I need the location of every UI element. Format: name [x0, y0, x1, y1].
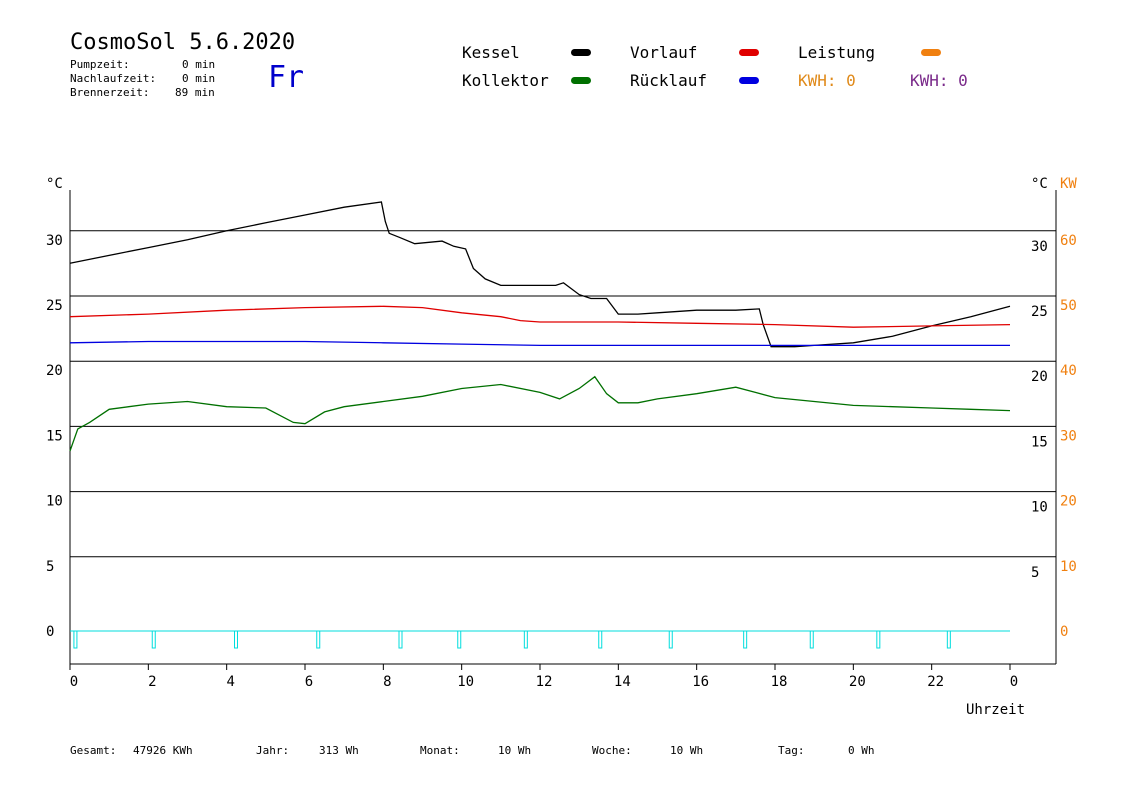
y-tick-kw-10: 10	[1060, 559, 1077, 575]
y-tick-right-30: 30	[1031, 239, 1048, 255]
stat-pumpzeit-value: 0 min	[182, 58, 216, 71]
legend-vorlauf-swatch	[739, 49, 759, 56]
series-line-rcklauf	[69, 340, 1010, 347]
stat-nachlaufzeit-label: Nachlaufzeit:	[70, 72, 157, 85]
footer-gesamt-value: 47926 KWh	[133, 744, 193, 757]
legend-leistung-swatch	[921, 49, 941, 56]
legend-leistung-label: Leistung	[798, 43, 876, 62]
pump-marker-10	[809, 630, 814, 649]
x-axis-label: Uhrzeit	[966, 702, 1025, 718]
y-unit-kw: KW	[1060, 176, 1077, 192]
legend-ruecklauf-label: Rücklauf	[630, 71, 708, 90]
stat-brennerzeit-value: 89 min	[175, 86, 215, 99]
y-tick-kw-40: 40	[1060, 363, 1077, 379]
series-line-kollektor	[69, 375, 1011, 452]
pump-marker-8	[668, 630, 673, 649]
x-tick-4: 8	[383, 674, 391, 690]
footer-woche-label: Woche:	[592, 744, 632, 757]
y-tick-left-20: 20	[46, 363, 63, 379]
x-tick-6: 12	[536, 674, 553, 690]
footer-monat-value: 10 Wh	[498, 744, 532, 757]
pump-marker-12	[946, 630, 951, 649]
y-unit-right: °C	[1031, 176, 1048, 192]
pump-marker-0	[73, 630, 78, 649]
x-tick-1: 2	[148, 674, 156, 690]
stat-nachlaufzeit-value: 0 min	[182, 72, 216, 85]
legend-vorlauf-label: Vorlauf	[630, 43, 698, 62]
y-tick-left-25: 25	[46, 298, 63, 314]
pump-marker-5	[457, 630, 462, 649]
x-tick-0: 0	[70, 674, 78, 690]
y-tick-left-30: 30	[46, 233, 63, 249]
pump-marker-7	[598, 630, 603, 649]
stat-brennerzeit-label: Brennerzeit:	[70, 86, 150, 99]
footer-tag-label: Tag:	[778, 744, 805, 757]
y-tick-left-10: 10	[46, 494, 63, 510]
pump-marker-9	[743, 630, 748, 649]
legend-kessel-label: Kessel	[462, 43, 520, 62]
y-tick-kw-0: 0	[1060, 624, 1068, 640]
page-title: CosmoSol 5.6.2020	[70, 30, 296, 55]
series-line-kessel	[69, 201, 1011, 348]
y-tick-right-10: 10	[1031, 500, 1048, 516]
pump-marker-4	[398, 630, 403, 649]
legend-kwh-purple: KWH: 0	[910, 71, 968, 90]
weekday-label: Fr	[268, 60, 305, 95]
y-tick-left-15: 15	[46, 428, 63, 444]
x-tick-10: 20	[849, 674, 866, 690]
footer-woche-value: 10 Wh	[670, 744, 704, 757]
x-tick-5: 10	[457, 674, 474, 690]
y-tick-kw-30: 30	[1060, 428, 1077, 444]
y-tick-right-15: 15	[1031, 434, 1048, 450]
y-tick-right-25: 25	[1031, 304, 1048, 320]
series-line-vorlauf	[69, 305, 1011, 328]
y-tick-kw-20: 20	[1060, 494, 1077, 510]
y-tick-left-0: 0	[46, 624, 54, 640]
pump-marker-11	[876, 630, 881, 649]
footer-jahr-label: Jahr:	[256, 744, 290, 757]
legend-kollektor-swatch	[571, 77, 591, 84]
pump-marker-3	[316, 630, 321, 649]
footer-gesamt-label: Gesamt:	[70, 744, 117, 757]
x-tick-9: 18	[771, 674, 788, 690]
footer-jahr-value: 313 Wh	[319, 744, 359, 757]
y-tick-left-5: 5	[46, 559, 54, 575]
x-tick-2: 4	[226, 674, 234, 690]
legend-kollektor-label: Kollektor	[462, 71, 549, 90]
footer-monat-label: Monat:	[420, 744, 460, 757]
x-tick-12: 0	[1010, 674, 1018, 690]
y-unit-left: °C	[46, 176, 63, 192]
y-tick-kw-50: 50	[1060, 298, 1077, 314]
x-tick-7: 14	[614, 674, 631, 690]
y-tick-kw-60: 60	[1060, 233, 1077, 249]
y-tick-right-20: 20	[1031, 369, 1048, 385]
x-tick-8: 16	[692, 674, 709, 690]
pump-marker-2	[234, 630, 238, 649]
pump-marker-6	[523, 630, 528, 649]
x-tick-11: 22	[927, 674, 944, 690]
stat-pumpzeit-label: Pumpzeit:	[70, 58, 130, 71]
footer-tag-value: 0 Wh	[848, 744, 875, 757]
legend-kwh-orange: KWH: 0	[798, 71, 856, 90]
y-tick-right-5: 5	[1031, 565, 1039, 581]
x-tick-3: 6	[305, 674, 313, 690]
legend-ruecklauf-swatch	[739, 77, 759, 84]
legend-kessel-swatch	[571, 49, 591, 56]
pump-marker-1	[151, 630, 156, 649]
